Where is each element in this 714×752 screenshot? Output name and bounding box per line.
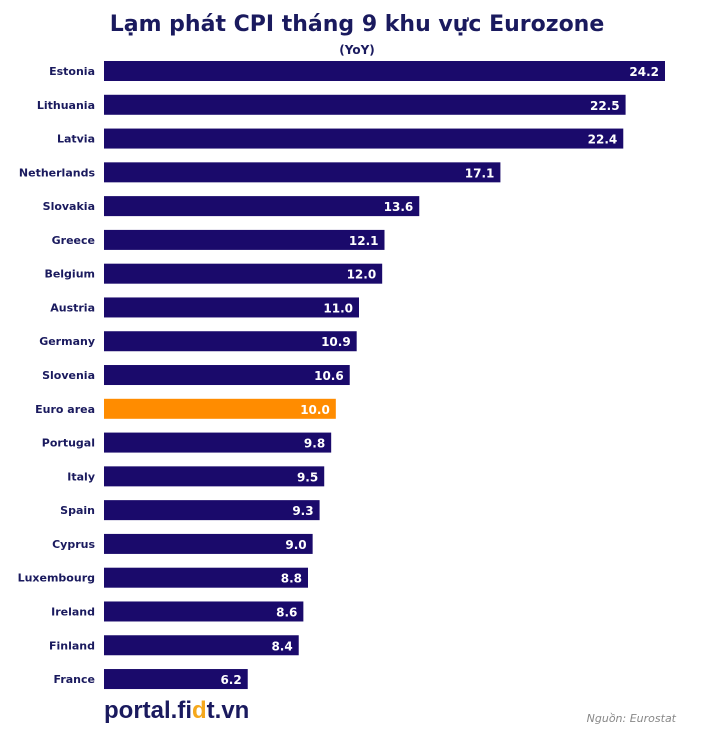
value-label: 11.0 xyxy=(323,301,353,315)
value-label: 8.6 xyxy=(276,605,297,619)
bar-spain xyxy=(104,500,320,521)
category-label: France xyxy=(54,673,95,686)
value-label: 9.5 xyxy=(297,470,318,484)
value-label: 8.4 xyxy=(271,639,292,653)
category-label: Slovakia xyxy=(43,200,95,213)
category-label: Greece xyxy=(52,234,95,247)
category-label: Slovenia xyxy=(42,369,95,382)
category-label: Italy xyxy=(67,470,95,483)
value-label: 10.9 xyxy=(321,335,351,349)
category-label: Latvia xyxy=(57,133,95,146)
bar-lithuania xyxy=(104,94,626,115)
bar-luxembourg xyxy=(104,567,308,588)
value-label: 6.2 xyxy=(220,673,241,687)
category-label: Austria xyxy=(50,301,95,314)
category-label: Netherlands xyxy=(19,166,96,179)
bar-netherlands xyxy=(104,162,501,183)
category-label: Finland xyxy=(49,639,95,652)
brand-suffix: t.vn xyxy=(206,697,250,724)
value-label: 12.1 xyxy=(349,234,379,248)
value-label: 9.8 xyxy=(304,437,325,451)
value-label: 13.6 xyxy=(384,200,414,214)
bar-greece xyxy=(104,229,385,250)
category-label: Portugal xyxy=(42,437,95,450)
bar-germany xyxy=(104,331,357,352)
bar-ireland xyxy=(104,601,304,622)
value-label: 9.3 xyxy=(292,504,313,518)
value-label: 24.2 xyxy=(629,65,659,79)
category-label: Cyprus xyxy=(52,538,95,551)
bar-slovenia xyxy=(104,365,350,386)
bar-finland xyxy=(104,635,299,656)
brand-highlight: d xyxy=(192,697,207,724)
value-label: 22.4 xyxy=(588,133,618,147)
bar-italy xyxy=(104,466,325,487)
bar-cyprus xyxy=(104,533,313,554)
value-label: 17.1 xyxy=(465,166,495,180)
chart-subtitle: (YoY) xyxy=(339,43,375,57)
category-label: Lithuania xyxy=(37,99,95,112)
value-label: 12.0 xyxy=(347,268,377,282)
bar-belgium xyxy=(104,263,383,284)
value-label: 10.6 xyxy=(314,369,344,383)
category-label: Estonia xyxy=(49,65,95,78)
category-label: Germany xyxy=(39,335,95,348)
chart-title: Lạm phát CPI tháng 9 khu vực Eurozone xyxy=(109,12,605,37)
category-label: Luxembourg xyxy=(18,572,95,585)
brand-logo: portal.fidt.vn xyxy=(104,697,249,725)
bar-portugal xyxy=(104,432,332,453)
category-label: Spain xyxy=(60,504,95,517)
category-label: Belgium xyxy=(44,268,95,281)
category-label: Euro area xyxy=(35,403,95,416)
value-label: 9.0 xyxy=(285,538,306,552)
bar-euro-area xyxy=(104,398,336,419)
bar-france xyxy=(104,669,248,690)
value-label: 10.0 xyxy=(300,403,330,417)
category-label: Ireland xyxy=(51,605,95,618)
brand-prefix: portal.fi xyxy=(104,697,192,724)
bar-estonia xyxy=(104,61,665,81)
bar-slovakia xyxy=(104,196,420,217)
value-label: 22.5 xyxy=(590,99,620,113)
source-note: Nguồn: Eurostat xyxy=(586,712,676,725)
bar-austria xyxy=(104,297,359,318)
bar-latvia xyxy=(104,128,624,149)
value-label: 8.8 xyxy=(281,572,302,586)
